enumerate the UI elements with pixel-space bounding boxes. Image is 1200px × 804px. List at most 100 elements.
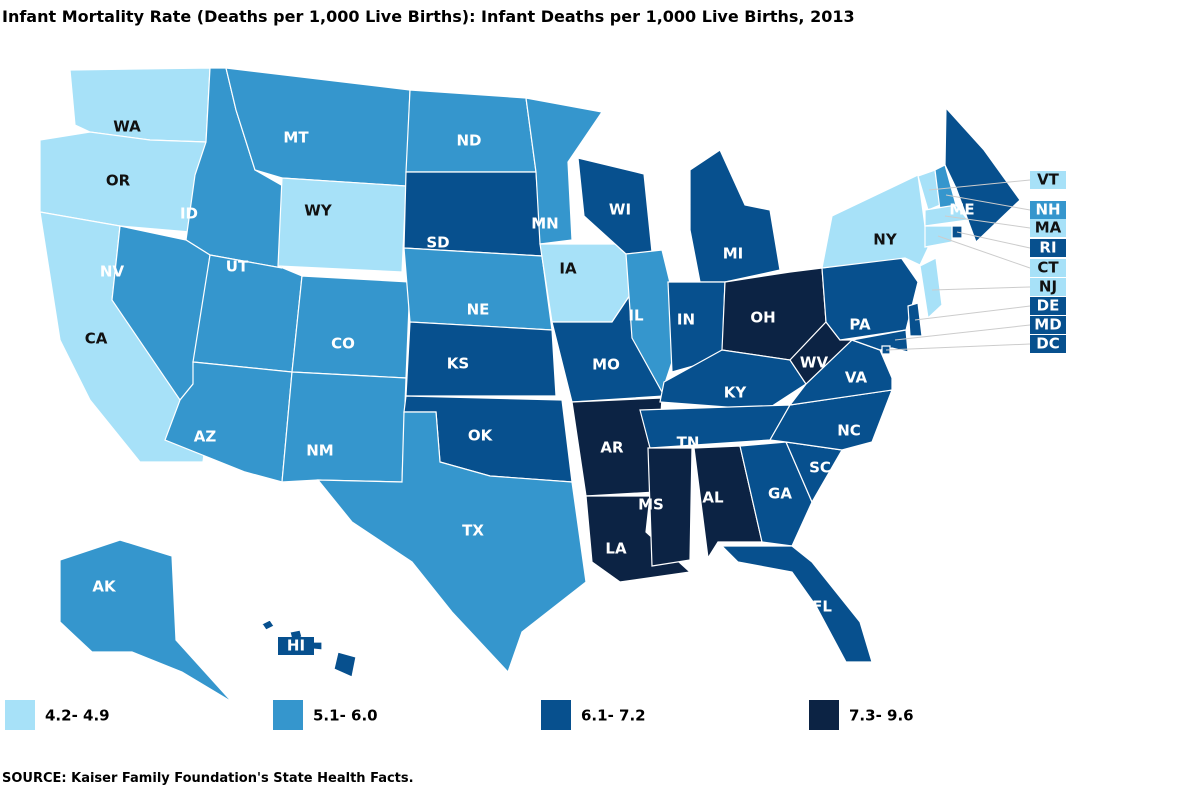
leader-line (914, 305, 1031, 321)
state-label: WA (113, 118, 141, 136)
state-label: NJ (1039, 278, 1057, 296)
leader-line (945, 194, 1031, 211)
leader-line (956, 231, 1031, 249)
label-box (1030, 335, 1066, 353)
label-box (1030, 201, 1066, 219)
state-shape[interactable] (789, 321, 854, 385)
state-shape[interactable] (539, 243, 633, 323)
label-box (1030, 297, 1066, 315)
legend-swatch (5, 700, 35, 730)
state-shape[interactable] (639, 404, 792, 449)
state-label: MO (592, 356, 620, 374)
state-shape[interactable] (739, 441, 813, 547)
state-shape[interactable] (919, 257, 943, 320)
state-label: AR (600, 439, 624, 457)
legend-label: 7.3- 9.6 (849, 707, 914, 725)
label-box (1030, 316, 1066, 334)
state-shape[interactable] (525, 97, 604, 245)
state-label: WV (800, 354, 829, 372)
legend-swatch (809, 700, 839, 730)
state-shape[interactable] (291, 275, 411, 379)
state-shape[interactable] (647, 447, 693, 567)
legend-label: 5.1- 6.0 (313, 707, 378, 725)
state-label: MA (1035, 219, 1062, 237)
state-label: HI (287, 637, 305, 655)
legend-swatch (541, 700, 571, 730)
leader-line (944, 215, 1031, 229)
state-label: CA (85, 330, 108, 348)
state-label: NM (306, 442, 333, 460)
label-box (1030, 259, 1066, 277)
state-label: ND (456, 132, 481, 150)
label-box (1030, 278, 1066, 296)
leader-line (928, 179, 1031, 191)
state-label: OR (106, 172, 131, 190)
state-label: NE (467, 301, 490, 319)
leader-line (937, 235, 1031, 269)
state-label: DC (1036, 335, 1059, 353)
state-label: AZ (194, 428, 217, 446)
state-label: AK (92, 578, 117, 596)
state-label: SD (426, 234, 449, 252)
state-label: PA (849, 316, 871, 334)
state-shape[interactable] (924, 204, 970, 227)
states (39, 67, 1021, 703)
state-shape[interactable] (693, 445, 763, 560)
state-label: MT (283, 129, 309, 147)
state-shape[interactable] (59, 539, 233, 703)
state-label: TN (677, 434, 700, 452)
state-labels: WA OR CA ID NV MT WY UT AZ CO NM ND SD NE KS OK TX MN IA MO… (85, 118, 1066, 655)
state-shape[interactable] (403, 171, 543, 257)
leader-line (885, 343, 1031, 351)
state-label: DE (1037, 297, 1060, 315)
state-label: WI (609, 201, 631, 219)
state-label: VT (1037, 171, 1060, 189)
state-label: LA (605, 540, 627, 558)
state-label: OH (750, 309, 775, 327)
state-label: NC (837, 422, 861, 440)
state-shape[interactable] (316, 411, 587, 674)
state-label: WY (304, 202, 333, 220)
state-label: KS (447, 355, 469, 373)
state-label: FL (812, 598, 832, 616)
state-shape[interactable] (277, 177, 407, 273)
state-label: NY (873, 231, 898, 249)
map-title: Infant Mortality Rate (Deaths per 1,000 … (2, 7, 855, 26)
state-label: GA (768, 485, 792, 503)
legend-label: 4.2- 4.9 (45, 707, 110, 725)
state-label: NH (1035, 201, 1060, 219)
state-shape[interactable] (821, 174, 929, 269)
state-label: ME (949, 201, 974, 219)
state-label: MI (723, 245, 744, 263)
leader-line (894, 324, 1031, 341)
state-shape[interactable] (281, 371, 407, 483)
state-label: MS (638, 496, 664, 514)
state-shape[interactable] (849, 329, 909, 353)
label-box (1030, 219, 1066, 237)
state-label: SC (809, 459, 831, 477)
state-label: CO (331, 335, 355, 353)
state-label: VA (845, 369, 868, 387)
legend-label: 6.1- 7.2 (581, 707, 646, 725)
label-box (1030, 171, 1066, 189)
state-label: IN (677, 311, 695, 329)
legend: 4.2- 4.9 5.1- 6.0 6.1- 7.2 7.3- 9.6 (5, 700, 914, 730)
label-box (1030, 239, 1066, 257)
state-label: CT (1037, 259, 1059, 277)
state-label: AL (702, 489, 724, 507)
state-shape[interactable] (405, 321, 557, 397)
state-shape[interactable] (689, 149, 781, 283)
state-label: TX (462, 522, 484, 540)
state-label: MD (1034, 316, 1061, 334)
label-box (278, 637, 314, 655)
state-label: UT (226, 258, 249, 276)
state-label: OK (468, 427, 494, 445)
state-label: ID (180, 205, 198, 223)
source-note: SOURCE: Kaiser Family Foundation's State… (2, 771, 414, 786)
state-shape[interactable] (720, 545, 873, 663)
state-label: IA (559, 260, 577, 278)
leader-line (931, 286, 1031, 291)
state-label: NV (100, 263, 125, 281)
